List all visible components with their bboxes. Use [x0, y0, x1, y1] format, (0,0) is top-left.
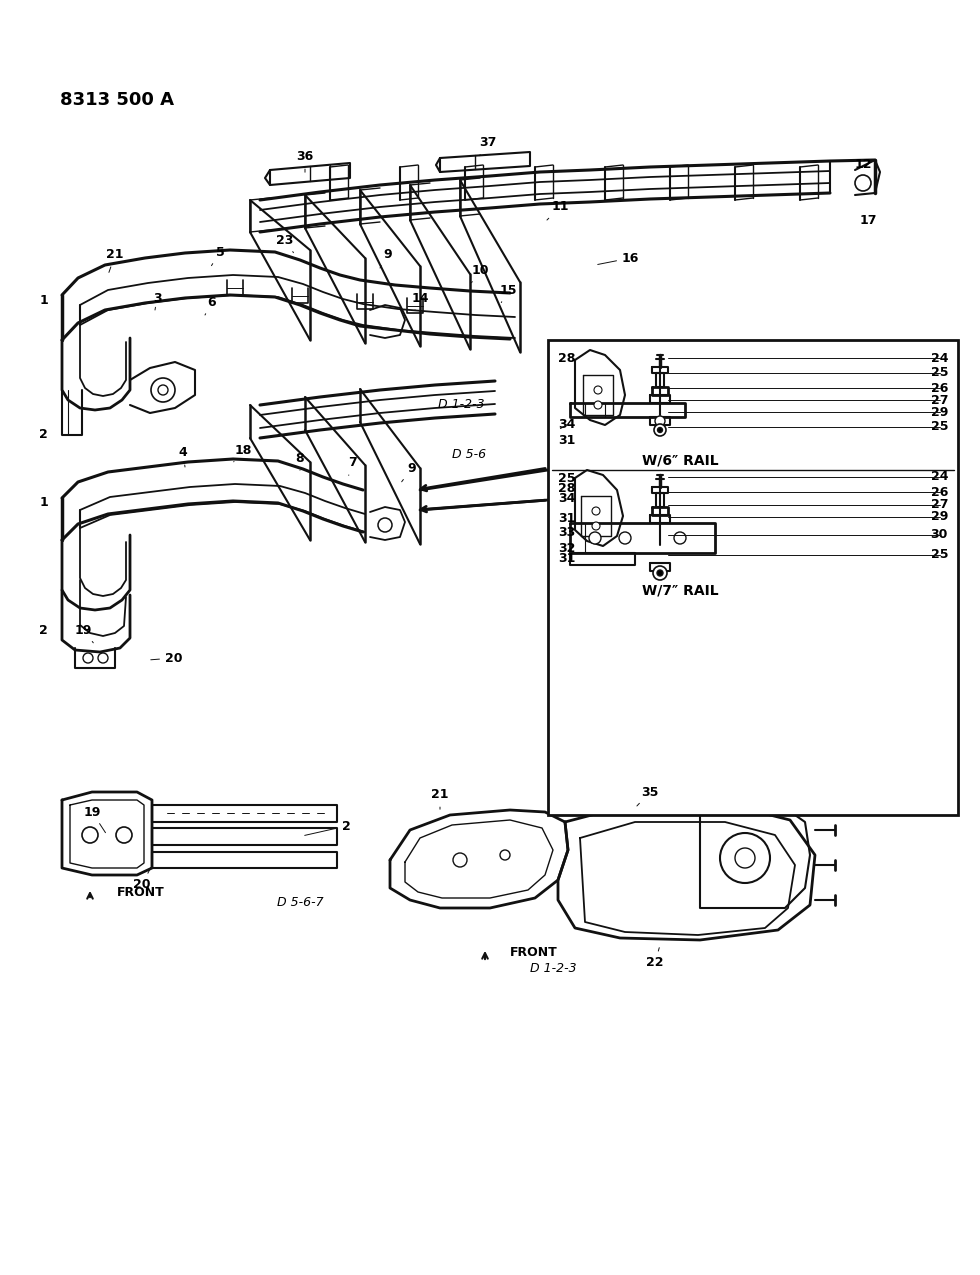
Text: D 5-6: D 5-6 [452, 449, 486, 462]
Text: 1: 1 [39, 496, 48, 509]
Circle shape [589, 532, 601, 544]
Text: 31: 31 [558, 434, 575, 446]
Text: 10: 10 [471, 264, 489, 283]
Text: 2: 2 [39, 428, 48, 441]
Text: 14: 14 [412, 292, 429, 310]
Text: 28: 28 [558, 482, 575, 495]
Text: 26: 26 [931, 381, 948, 394]
Circle shape [674, 532, 686, 544]
Text: 37: 37 [479, 136, 497, 156]
Circle shape [619, 532, 631, 544]
Text: 20: 20 [151, 652, 182, 664]
Text: 4: 4 [178, 446, 187, 467]
Circle shape [855, 175, 871, 191]
Circle shape [116, 827, 132, 843]
Text: D 1-2-3: D 1-2-3 [438, 399, 485, 412]
Text: 18: 18 [233, 444, 252, 462]
Text: D 1-2-3: D 1-2-3 [530, 961, 576, 974]
Circle shape [158, 385, 168, 395]
Text: 31: 31 [558, 552, 575, 565]
Text: 2: 2 [39, 623, 48, 636]
Text: 8313 500 A: 8313 500 A [60, 91, 174, 108]
Text: 21: 21 [106, 249, 123, 273]
Circle shape [83, 653, 93, 663]
Circle shape [82, 827, 98, 843]
Text: 35: 35 [637, 785, 659, 806]
Circle shape [655, 416, 665, 426]
Text: 12: 12 [855, 158, 872, 172]
Text: 5: 5 [212, 246, 224, 265]
Text: 25: 25 [558, 472, 575, 484]
Text: 20: 20 [133, 867, 151, 891]
Circle shape [720, 833, 770, 884]
Text: 16: 16 [598, 251, 639, 264]
Text: 31: 31 [558, 511, 575, 524]
Text: FRONT: FRONT [117, 886, 165, 899]
Text: 9: 9 [402, 462, 416, 482]
Text: 24: 24 [930, 352, 948, 365]
Text: D 5-6-7: D 5-6-7 [277, 895, 323, 909]
Text: 3: 3 [153, 292, 162, 310]
Circle shape [735, 848, 755, 868]
Circle shape [657, 570, 663, 576]
Text: 6: 6 [205, 296, 217, 315]
Circle shape [594, 402, 602, 409]
Circle shape [500, 850, 510, 861]
Text: 9: 9 [380, 247, 392, 268]
Text: 15: 15 [499, 283, 516, 302]
Text: 7: 7 [348, 456, 357, 476]
Text: 23: 23 [276, 233, 294, 252]
Text: 34: 34 [558, 418, 575, 431]
Text: 8: 8 [296, 451, 305, 470]
Text: W/7″ RAIL: W/7″ RAIL [642, 583, 718, 597]
Circle shape [594, 386, 602, 394]
Text: 25: 25 [930, 548, 948, 561]
Text: 11: 11 [547, 200, 568, 221]
Text: W/6″ RAIL: W/6″ RAIL [642, 453, 718, 467]
Text: 36: 36 [296, 150, 314, 172]
Text: 34: 34 [558, 491, 575, 505]
Text: 17: 17 [860, 213, 877, 227]
Text: 21: 21 [431, 788, 449, 810]
Circle shape [378, 518, 392, 532]
Circle shape [98, 653, 108, 663]
Text: 19: 19 [74, 623, 93, 643]
Text: 29: 29 [931, 510, 948, 524]
Circle shape [592, 521, 600, 530]
Text: 24: 24 [930, 470, 948, 483]
Bar [548, 340, 958, 815]
Text: 25: 25 [930, 421, 948, 434]
Text: 26: 26 [931, 486, 948, 499]
Text: 32: 32 [558, 542, 575, 555]
Text: 27: 27 [930, 499, 948, 511]
Circle shape [592, 507, 600, 515]
Text: 29: 29 [931, 405, 948, 418]
Text: 2: 2 [305, 820, 351, 835]
Circle shape [658, 427, 662, 432]
Text: FRONT: FRONT [510, 946, 558, 960]
Circle shape [453, 853, 467, 867]
Text: 25: 25 [930, 366, 948, 380]
Text: 27: 27 [930, 394, 948, 407]
Text: 30: 30 [931, 529, 948, 542]
Text: 19: 19 [83, 806, 106, 833]
Circle shape [151, 377, 175, 402]
Text: 1: 1 [39, 293, 48, 306]
Text: 33: 33 [558, 525, 575, 538]
Text: 22: 22 [646, 947, 663, 969]
Circle shape [653, 566, 667, 580]
Circle shape [654, 425, 666, 436]
Text: 28: 28 [558, 352, 575, 365]
